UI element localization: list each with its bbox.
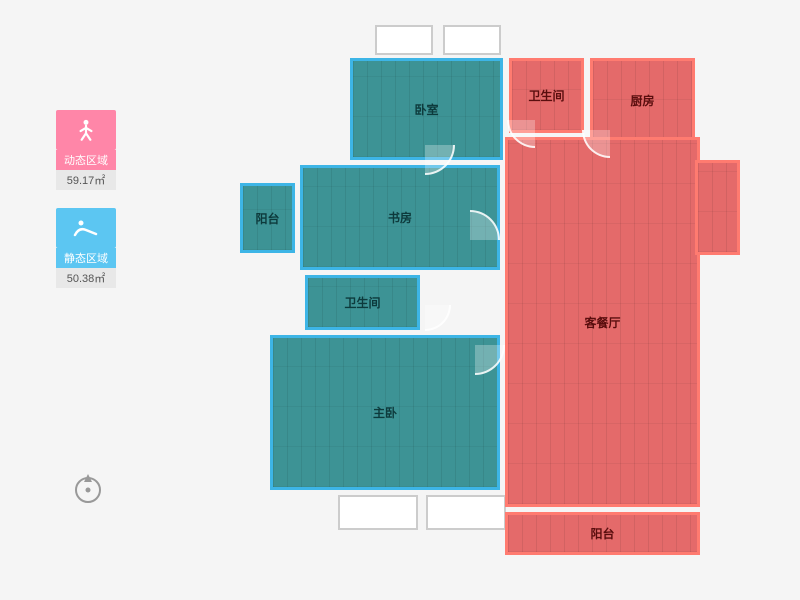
balcony-outline (338, 495, 418, 530)
balcony-outline (443, 25, 501, 55)
room-label-master: 主卧 (373, 404, 397, 421)
room-master: 主卧 (270, 335, 500, 490)
person-rest-icon (72, 217, 100, 239)
people-active-icon (73, 117, 99, 143)
floorplan-canvas: 卧室卫生间厨房阳台书房卫生间主卧客餐厅阳台 (230, 25, 750, 580)
room-bedroom2: 卧室 (350, 58, 503, 160)
room-label-bathroom1: 卫生间 (344, 294, 380, 311)
room-living: 客餐厅 (505, 137, 700, 507)
room-balcony_w: 阳台 (240, 183, 295, 253)
room-living_ext (695, 160, 740, 255)
compass-icon (70, 470, 106, 511)
room-bathroom1: 卫生间 (305, 275, 420, 330)
legend-static-label: 静态区域 (56, 248, 116, 268)
room-label-balcony_s: 阳台 (590, 525, 614, 542)
legend-static-value: 50.38㎡ (56, 268, 116, 288)
room-label-bedroom2: 卧室 (414, 101, 438, 118)
legend-static: 静态区域 50.38㎡ (56, 208, 116, 288)
room-balcony_s: 阳台 (505, 512, 700, 555)
legend-dynamic-value: 59.17㎡ (56, 170, 116, 190)
balcony-outline (375, 25, 433, 55)
legend-dynamic: 动态区域 59.17㎡ (56, 110, 116, 190)
room-label-study: 书房 (388, 209, 412, 226)
legend-panel: 动态区域 59.17㎡ 静态区域 50.38㎡ (56, 110, 116, 306)
room-label-living: 客餐厅 (584, 314, 620, 331)
legend-dynamic-label: 动态区域 (56, 150, 116, 170)
room-label-balcony_w: 阳台 (255, 210, 279, 227)
room-label-bathroom2: 卫生间 (528, 87, 564, 104)
balcony-outline (426, 495, 506, 530)
legend-dynamic-badge (56, 110, 116, 150)
room-label-kitchen: 厨房 (630, 92, 654, 109)
legend-static-badge (56, 208, 116, 248)
